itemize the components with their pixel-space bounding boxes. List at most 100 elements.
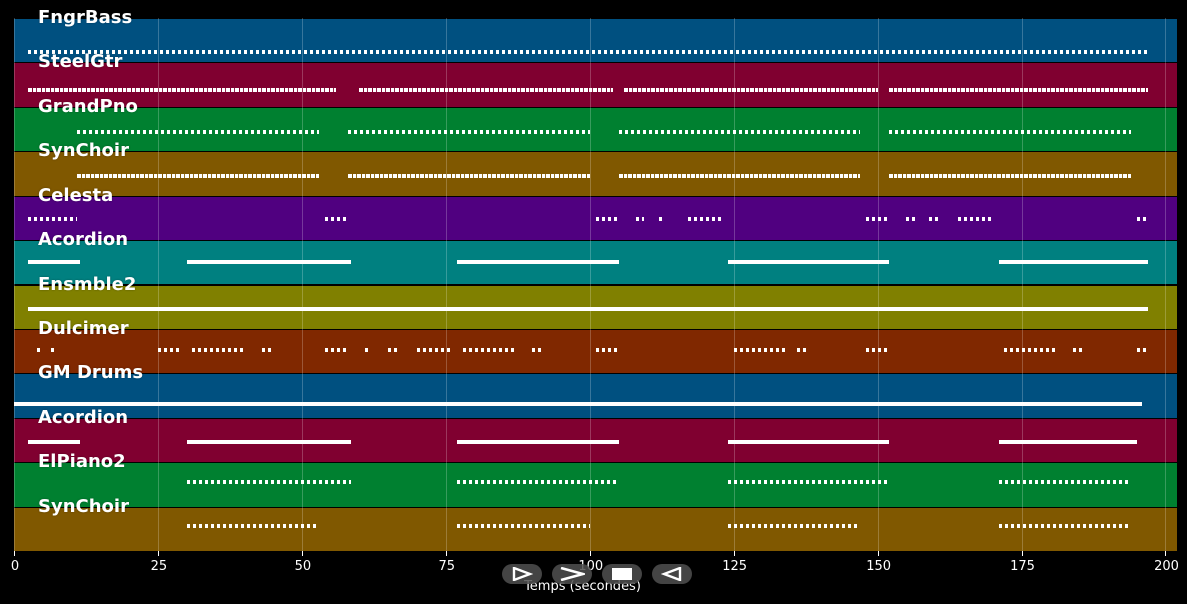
note-segment	[186, 260, 351, 265]
note-segment	[1136, 216, 1149, 221]
x-axis: Temps (secondes) 0 25 50 75 100 125 150 175 200	[10, 551, 1179, 604]
track-row: Dulcimer	[14, 318, 1177, 374]
note-segment	[532, 347, 544, 352]
note-segment	[929, 216, 939, 221]
track-label: GrandPno	[38, 95, 138, 117]
x-tick-label: 175	[1010, 559, 1035, 574]
track-row: Ensmble2	[14, 274, 1177, 329]
track-row: FngrBass	[14, 7, 1177, 63]
x-tick	[877, 551, 879, 556]
note-segment	[347, 173, 590, 178]
gridline	[157, 18, 159, 551]
gridline	[589, 18, 591, 551]
note-segment	[463, 347, 515, 352]
gridline	[301, 18, 303, 551]
track-row: GM Drums	[14, 362, 1177, 418]
track-row: ElPiano2	[14, 451, 1177, 507]
gridline	[877, 18, 879, 551]
track-label: SynChoir	[38, 140, 129, 162]
note-segment	[457, 480, 619, 485]
track-label: Acordion	[38, 229, 129, 251]
note-segment	[797, 347, 806, 352]
x-tick	[14, 551, 15, 556]
note-segment	[958, 216, 993, 221]
x-tick	[157, 551, 159, 556]
chevron-right-icon	[560, 567, 585, 581]
note-segment	[635, 216, 645, 221]
note-segment	[28, 216, 78, 221]
play-icon	[512, 567, 533, 581]
track-row: Acordion	[14, 229, 1177, 285]
note-segment	[388, 347, 397, 352]
note-segment	[261, 347, 274, 352]
track-row: SynChoir	[14, 140, 1177, 196]
note-segment	[347, 130, 590, 135]
note-segment	[28, 87, 337, 92]
note-segment	[998, 440, 1137, 445]
play-button[interactable]	[502, 564, 542, 584]
note-segment	[457, 260, 619, 265]
x-tick-label: 200	[1154, 559, 1179, 574]
track-label: Dulcimer	[38, 317, 129, 339]
piano-roll-plot: FngrBass SteelGtr GrandPno SynChoir Celesta A…	[14, 7, 1177, 551]
rewind-icon	[661, 567, 682, 581]
note-segment	[51, 347, 55, 352]
note-segment	[457, 440, 619, 445]
note-segment	[365, 347, 371, 352]
note-segment	[77, 173, 320, 178]
note-segment	[14, 401, 1143, 406]
note-segment	[1073, 347, 1085, 352]
x-tick-label: 150	[866, 559, 892, 574]
note-segment	[1004, 347, 1057, 352]
gridline	[1021, 18, 1023, 551]
note-segment	[324, 216, 348, 221]
gridline	[445, 18, 447, 551]
gridline	[14, 18, 15, 551]
note-segment	[186, 480, 351, 485]
note-segment	[28, 440, 81, 445]
gridline	[1165, 18, 1167, 551]
note-segment	[906, 216, 916, 221]
note-segment	[77, 130, 320, 135]
gridline	[733, 18, 735, 551]
note-segment	[998, 480, 1131, 485]
note-segment	[417, 347, 452, 352]
note-segment	[28, 306, 1149, 311]
note-segment	[727, 440, 890, 445]
note-segment	[186, 440, 351, 445]
note-segment	[998, 524, 1131, 529]
x-tick-label: 0	[10, 559, 20, 574]
track-row: SteelGtr	[14, 51, 1177, 107]
note-segment	[324, 347, 348, 352]
note-segment	[186, 524, 320, 529]
x-tick	[1165, 551, 1167, 556]
note-segment	[998, 260, 1149, 265]
x-tick	[445, 551, 447, 556]
note-segment	[658, 216, 665, 221]
track-label: Acordion	[38, 406, 129, 428]
track-row: SynChoir	[14, 496, 1177, 551]
note-segment	[595, 216, 619, 221]
track-label: ElPiano2	[38, 451, 126, 473]
note-segment	[733, 347, 786, 352]
track-row: Acordion	[14, 407, 1177, 463]
note-segment	[1136, 347, 1149, 352]
note-segment	[687, 216, 723, 221]
x-tick	[733, 551, 735, 556]
note-segment	[624, 87, 878, 92]
note-segment	[727, 524, 861, 529]
note-segment	[727, 480, 890, 485]
x-tick-label: 125	[722, 559, 748, 574]
rewind-button[interactable]	[652, 564, 692, 584]
track-row: GrandPno	[14, 96, 1177, 152]
note-segment	[889, 130, 1131, 135]
x-tick-label: 75	[438, 559, 456, 574]
stop-button[interactable]	[602, 564, 642, 584]
track-label: SteelGtr	[38, 51, 123, 73]
note-segment	[618, 173, 861, 178]
forward-button[interactable]	[552, 564, 592, 584]
note-segment	[457, 524, 590, 529]
track-row: Celesta	[14, 185, 1177, 241]
note-segment	[192, 347, 245, 352]
playback-controls	[502, 564, 692, 584]
